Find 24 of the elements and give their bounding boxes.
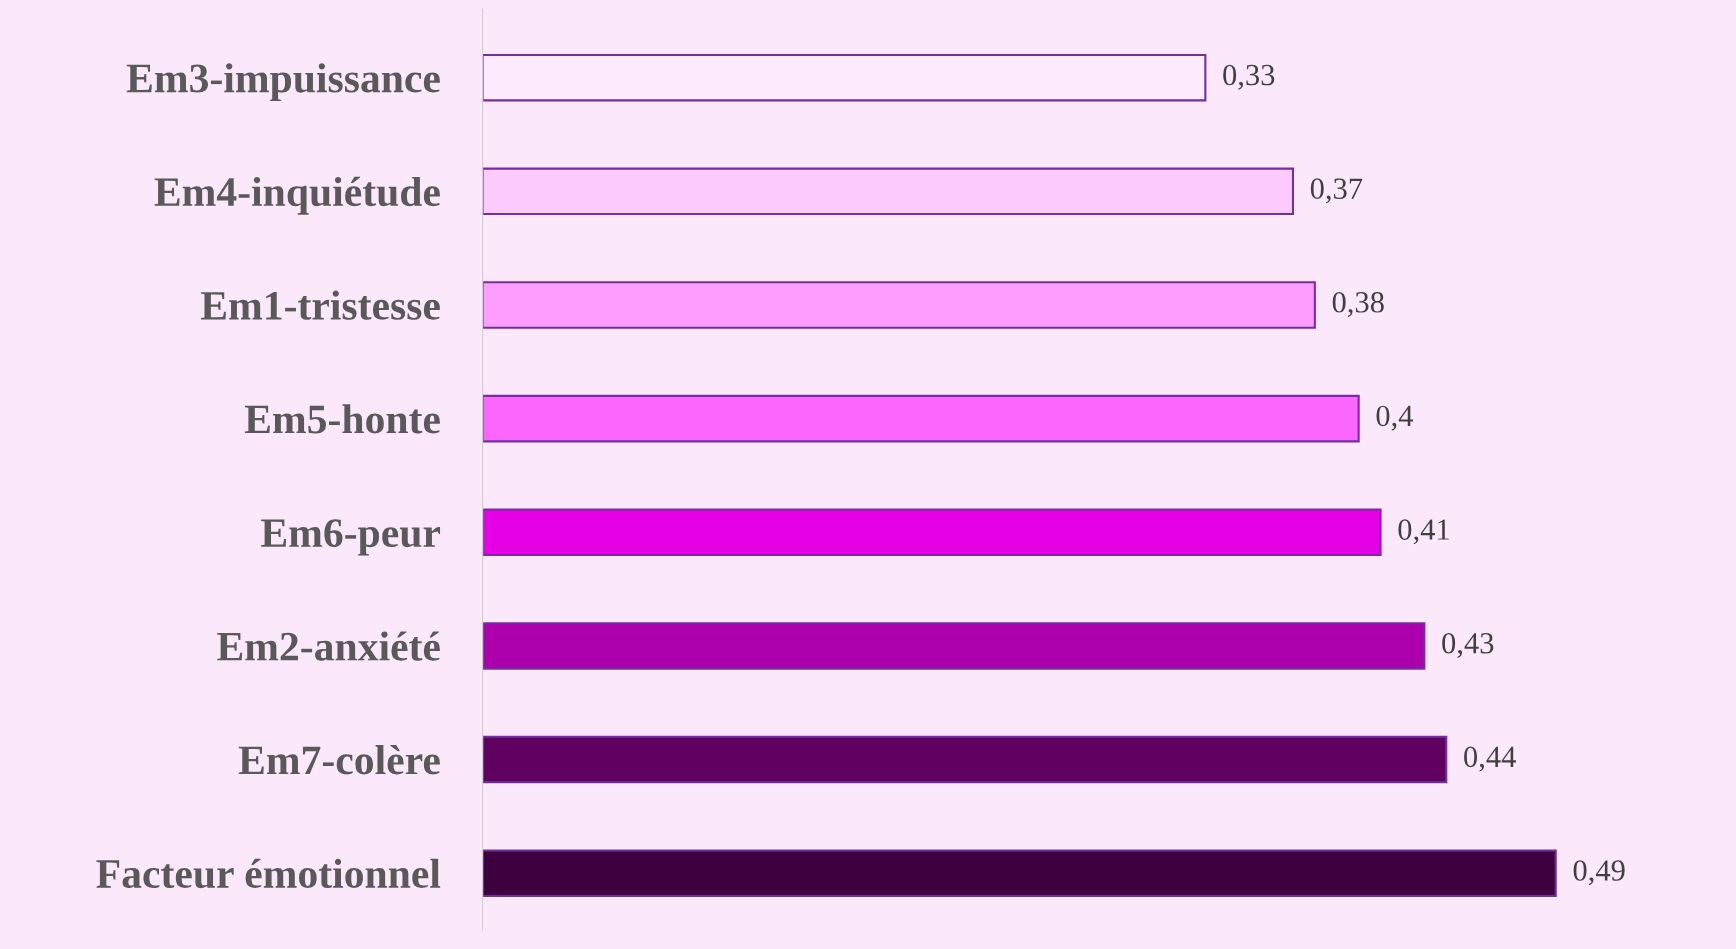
data-label: 0,41 — [1398, 519, 1449, 545]
bar — [482, 508, 1382, 557]
data-label: 0,44 — [1464, 746, 1516, 772]
y-tick-label: Em6-peur — [261, 519, 441, 556]
y-tick-label: Em1-tristesse — [200, 290, 440, 320]
bar — [482, 167, 1294, 216]
y-tick-label: Facteur émotionnel — [96, 858, 441, 889]
bar — [482, 281, 1316, 329]
bar — [482, 53, 1207, 102]
data-label: 0,38 — [1332, 292, 1384, 318]
bar — [482, 622, 1426, 670]
data-label: 0,37 — [1310, 178, 1363, 204]
y-tick-label: Em4-inquiétude — [154, 176, 440, 215]
data-label: 0,49 — [1573, 860, 1625, 886]
bar — [482, 849, 1557, 897]
y-tick-label: Em7-colère — [238, 745, 440, 775]
y-tick-label: Em3-impuissance — [126, 63, 440, 102]
y-tick-label: Em5-honte — [244, 404, 440, 434]
data-label: 0,4 — [1376, 405, 1414, 431]
y-tick-label: Em2-anxiété — [217, 631, 440, 661]
bar — [482, 735, 1448, 784]
data-label: 0,33 — [1223, 64, 1275, 90]
bar — [482, 394, 1360, 443]
data-label: 0,43 — [1442, 632, 1494, 658]
